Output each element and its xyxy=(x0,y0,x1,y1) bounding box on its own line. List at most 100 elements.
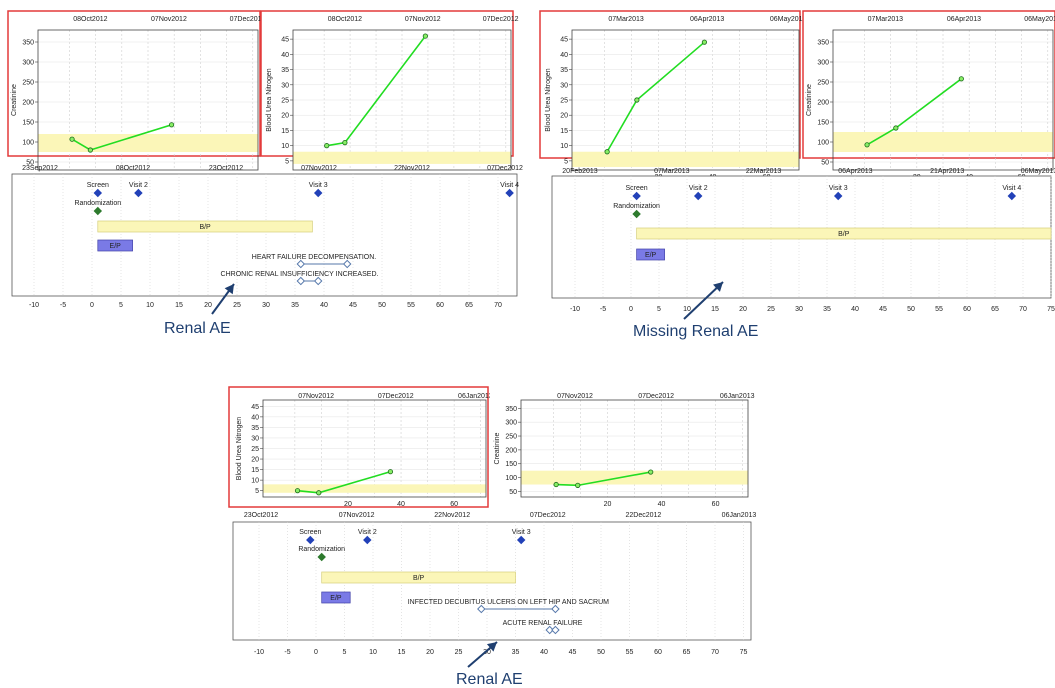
x-tick-label: 20 xyxy=(344,501,352,508)
axis-tick-label: 20 xyxy=(739,306,747,313)
axis-tick-label: 50 xyxy=(378,302,386,309)
axis-tick-label: 10 xyxy=(683,306,691,313)
visit-label: Screen xyxy=(87,182,109,189)
x-tick-label: 60 xyxy=(712,501,720,508)
axis-tick-label: 55 xyxy=(407,302,415,309)
highlight-frame xyxy=(7,10,261,157)
date-label: 22Nov2012 xyxy=(394,165,430,172)
date-label: 07Dec2012 xyxy=(530,512,566,519)
visit-marker xyxy=(505,188,514,198)
axis-tick-label: -10 xyxy=(29,302,39,309)
y-tick-label: 150 xyxy=(817,120,829,127)
y-tick-label: 100 xyxy=(505,475,517,482)
annotation-arrow-head xyxy=(713,282,723,292)
adverse-event-marker xyxy=(342,259,352,269)
date-label: 23Oct2012 xyxy=(209,165,243,172)
y-tick-label: 50 xyxy=(26,160,34,167)
data-point xyxy=(69,136,75,142)
normal-range-band xyxy=(833,132,1053,152)
y-tick-label: 25 xyxy=(251,446,259,453)
axis-tick-label: 0 xyxy=(90,302,94,309)
y-tick-label: 250 xyxy=(22,80,34,87)
ep-bar xyxy=(636,248,665,261)
date-label: 06May2013 xyxy=(1024,16,1055,23)
visit-label: Visit 3 xyxy=(829,185,848,192)
y-tick-label: 5 xyxy=(285,158,289,165)
date-label: 07Nov2012 xyxy=(301,165,337,172)
annotation-arrow-head xyxy=(224,284,234,295)
visit-label: Visit 2 xyxy=(358,529,377,536)
normal-range-band xyxy=(263,484,486,493)
ep-bar xyxy=(321,591,351,604)
date-label: 20Feb2013 xyxy=(562,168,598,175)
chart-frame xyxy=(490,387,750,507)
y-tick-label: 100 xyxy=(22,140,34,147)
data-point xyxy=(701,39,708,45)
axis-tick-label: 45 xyxy=(569,649,577,656)
y-tick-label: 40 xyxy=(560,52,568,59)
visit-marker xyxy=(313,188,323,198)
y-tick-label: 150 xyxy=(505,461,517,468)
y-tick-label: 30 xyxy=(251,435,259,442)
date-label: 21Apr2013 xyxy=(930,168,964,175)
axis-tick-label: 0 xyxy=(314,649,318,656)
timeline-chart: 23Oct2012 07Nov2012 22Nov2012 07Dec2012 22De… xyxy=(232,512,756,656)
y-tick-label: 45 xyxy=(281,37,289,44)
axis-tick-label: 15 xyxy=(711,306,719,313)
y-tick-label: 250 xyxy=(505,434,517,441)
visit-label: Visit 2 xyxy=(689,185,708,192)
timeline-chart: 20Feb2013 07Mar2013 22Mar2013 06Apr2013 21Ap… xyxy=(551,168,1055,313)
y-tick-label: 35 xyxy=(560,67,568,74)
y-axis-label: Creatinine xyxy=(11,84,18,116)
axis-tick-label: 30 xyxy=(483,649,491,656)
adverse-event-marker xyxy=(313,276,323,286)
plot-area xyxy=(37,29,259,171)
y-tick-label: 10 xyxy=(281,143,289,150)
y-axis-label: Creatinine xyxy=(494,432,501,464)
timeline-chart: 23Sep2012 08Oct2012 23Oct2012 07Nov2012 22No… xyxy=(11,165,523,309)
date-label: 22Mar2013 xyxy=(746,168,782,175)
date-label: 06Apr2013 xyxy=(947,16,981,23)
adverse-event-marker xyxy=(551,625,560,635)
y-tick-label: 150 xyxy=(22,120,34,127)
y-tick-label: 25 xyxy=(560,98,568,105)
date-label: 07Nov2012 xyxy=(405,16,441,23)
data-point xyxy=(168,122,175,128)
y-tick-label: 250 xyxy=(817,80,829,87)
date-label: 07Dec2012 xyxy=(487,165,523,172)
data-point xyxy=(342,140,348,146)
axis-tick-label: -10 xyxy=(254,649,264,656)
y-tick-label: 350 xyxy=(505,406,517,413)
lab-chart-creatinine: 5010015020025030035020406008Oct201207Nov… xyxy=(7,10,266,181)
date-label: 07Mar2013 xyxy=(654,168,690,175)
ep-bar xyxy=(97,239,133,252)
axis-tick-label: -5 xyxy=(60,302,66,309)
data-point xyxy=(634,97,640,103)
visit-marker xyxy=(363,535,372,545)
date-label: 07Nov2012 xyxy=(298,393,334,400)
axis-tick-label: 15 xyxy=(398,649,406,656)
axis-tick-label: 50 xyxy=(597,649,605,656)
axis-tick-label: 15 xyxy=(175,302,183,309)
axis-tick-label: 65 xyxy=(683,649,691,656)
y-tick-label: 30 xyxy=(281,82,289,89)
date-label: 08Oct2012 xyxy=(328,16,362,23)
bp-bar xyxy=(636,227,1052,240)
adverse-event-label: HEART FAILURE DECOMPENSATION. xyxy=(252,254,377,261)
axis-tick-label: 60 xyxy=(436,302,444,309)
normal-range-band xyxy=(293,151,511,164)
y-tick-label: 30 xyxy=(560,82,568,89)
bp-bar xyxy=(97,220,313,233)
y-tick-label: 15 xyxy=(281,128,289,135)
y-tick-label: 35 xyxy=(251,425,259,432)
data-point xyxy=(604,149,610,155)
y-axis-label: Blood Urea Nitrogen xyxy=(266,68,273,132)
axis-tick-label: 40 xyxy=(320,302,328,309)
y-tick-label: 100 xyxy=(817,140,829,147)
adverse-event-label: ACUTE RENAL FAILURE xyxy=(503,620,583,627)
panel-p3: 5 10 15 20 25 30 35 40 45 20 40 60 07Nov2012 07Dec201… xyxy=(228,386,756,688)
annotation-label: Renal AE xyxy=(164,320,231,337)
y-tick-label: 35 xyxy=(281,67,289,74)
bp-bar-label: B/P xyxy=(413,575,425,582)
